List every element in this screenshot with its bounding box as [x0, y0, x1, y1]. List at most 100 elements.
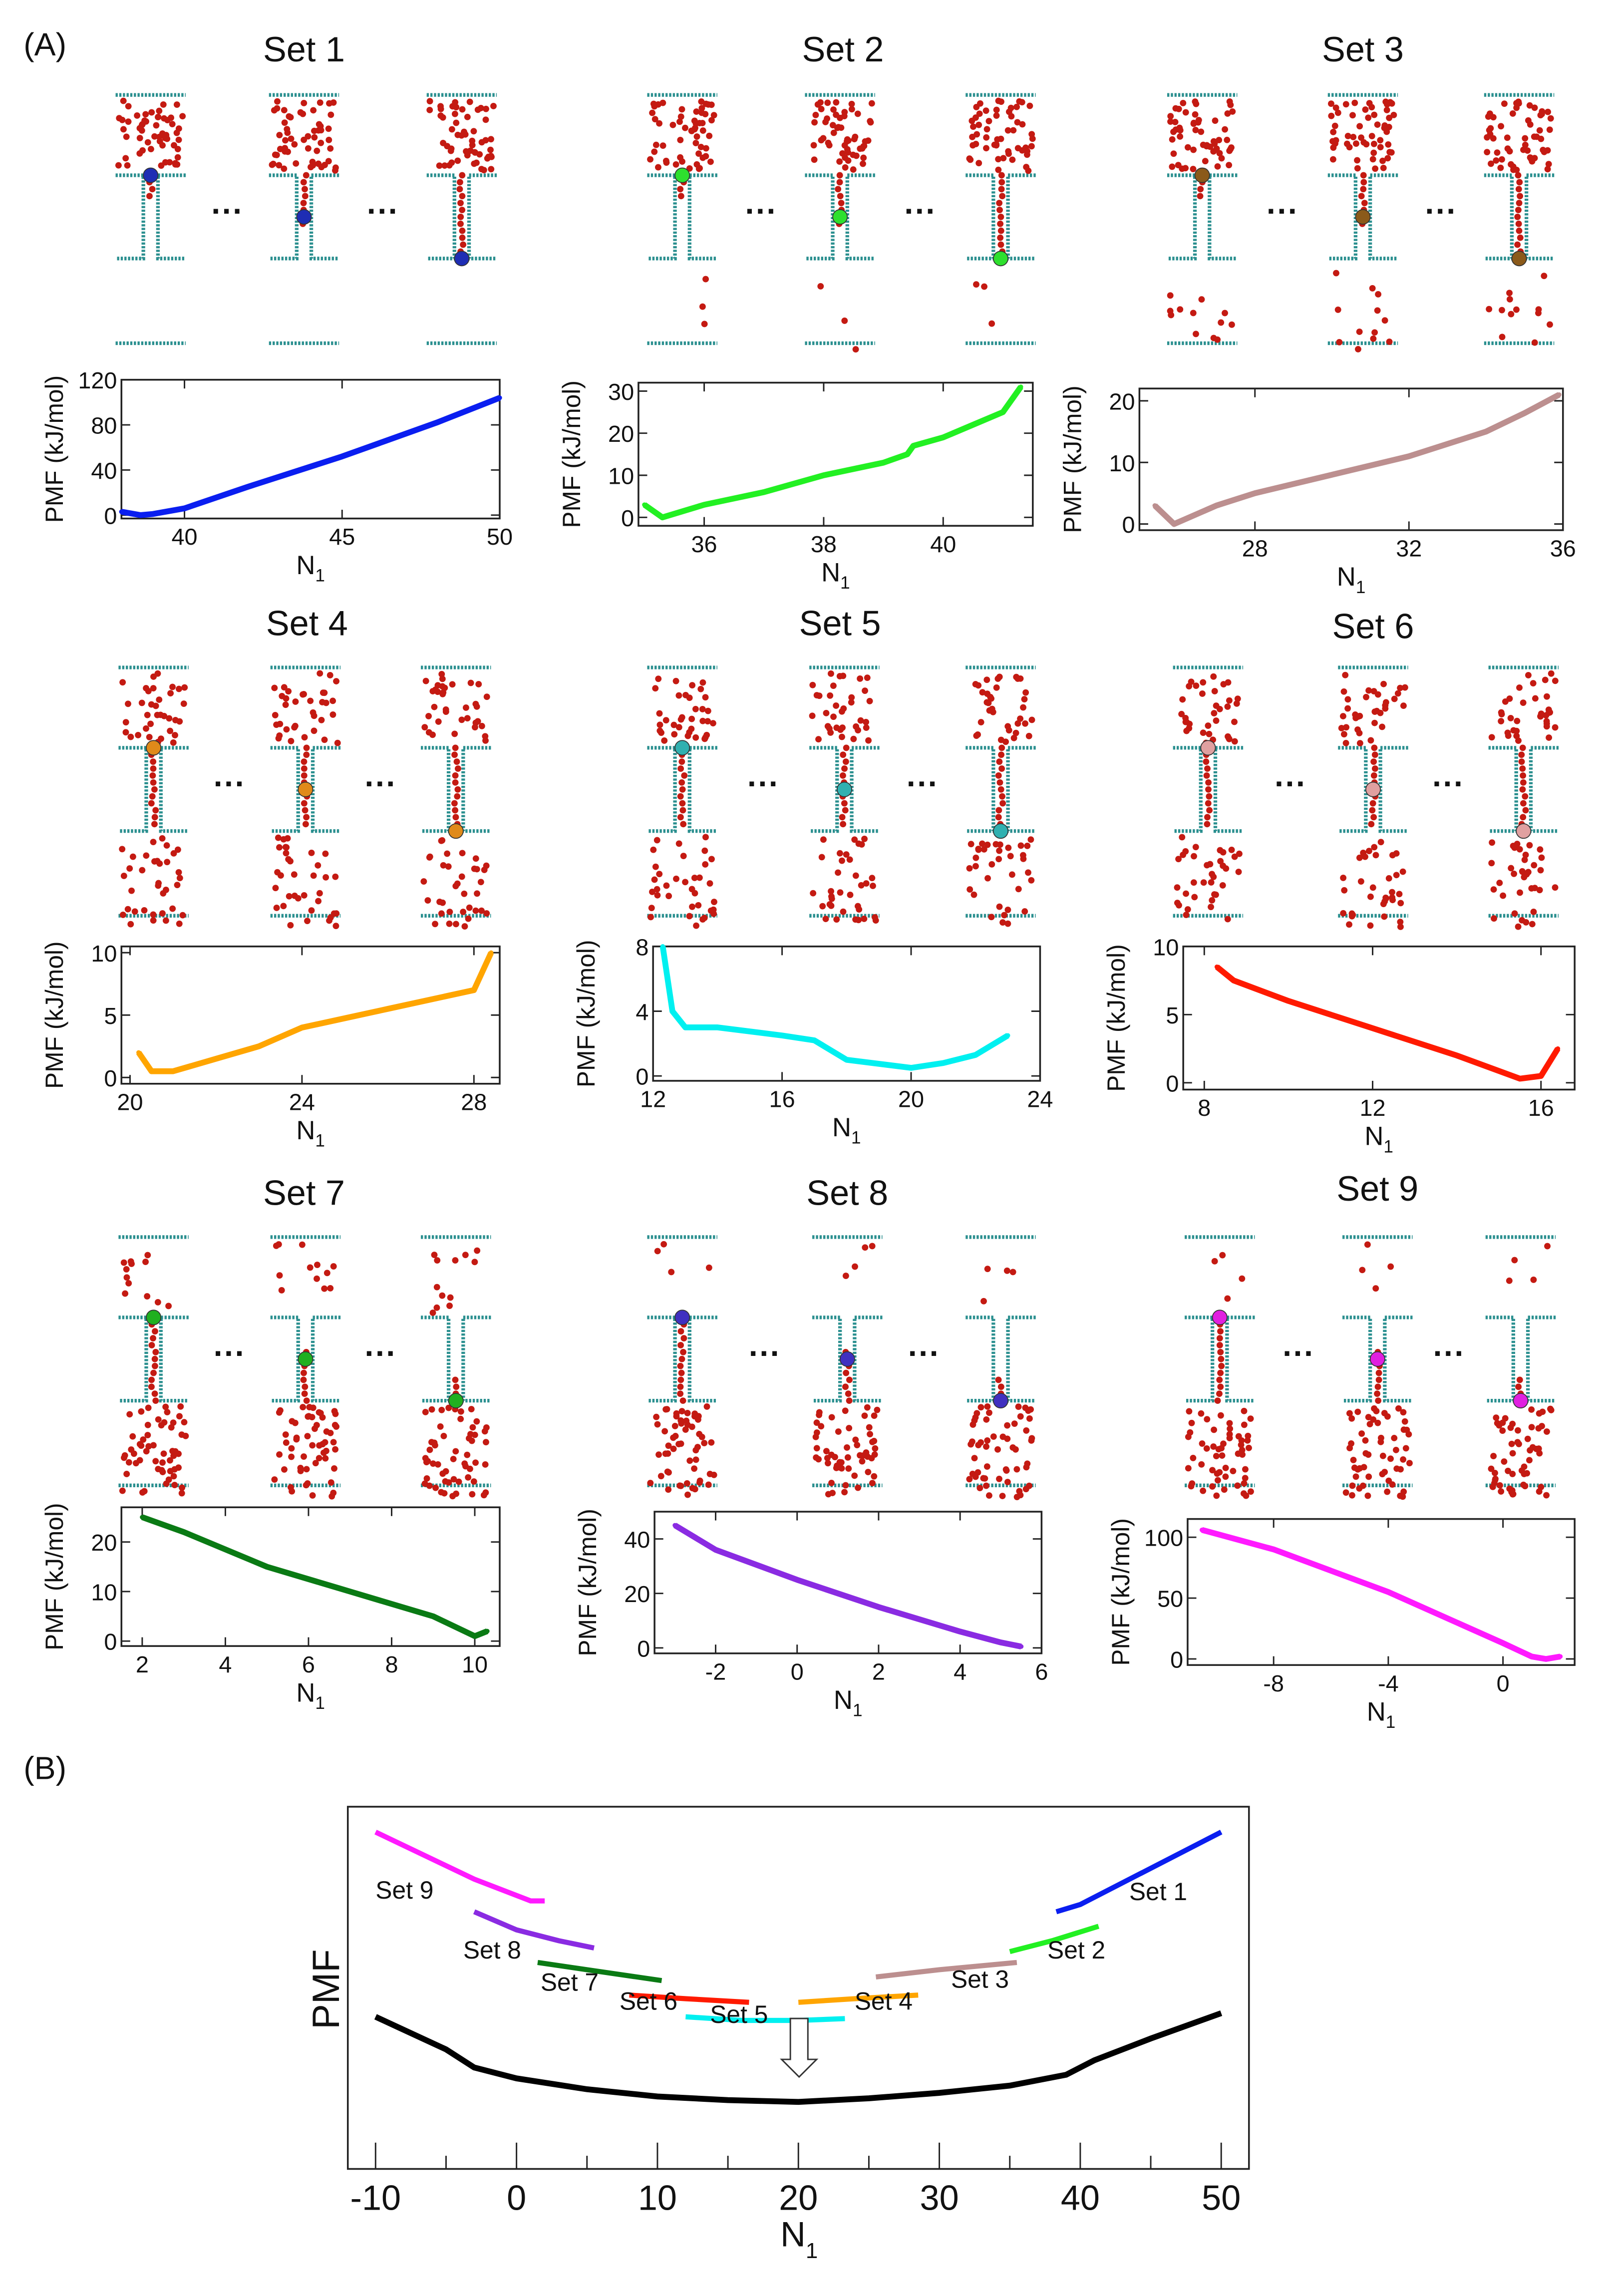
- particle: [150, 839, 157, 845]
- particle: [1204, 814, 1211, 821]
- particle: [996, 1475, 1002, 1482]
- particle: [839, 814, 846, 821]
- particle: [853, 152, 860, 159]
- particle: [1400, 1426, 1407, 1433]
- particle: [315, 160, 322, 167]
- particle: [126, 1411, 133, 1418]
- particle: [1515, 1427, 1521, 1434]
- particle: [163, 842, 170, 849]
- particle: [830, 682, 837, 689]
- particle: [272, 711, 279, 718]
- particle: [1216, 1335, 1223, 1341]
- particle: [1494, 149, 1501, 156]
- particle: [692, 1456, 699, 1463]
- particle: [158, 162, 165, 169]
- particle: [998, 179, 1005, 186]
- particle: [312, 1460, 319, 1467]
- particle: [665, 893, 672, 900]
- particle: [1552, 677, 1559, 684]
- particle: [864, 1404, 871, 1411]
- particle: [175, 1464, 182, 1471]
- particle: [1377, 144, 1384, 151]
- particle: [438, 670, 445, 677]
- particle: [819, 903, 826, 910]
- particle: [973, 281, 979, 288]
- particle: [1370, 1416, 1377, 1423]
- y-tick-label: 0: [1166, 1070, 1179, 1096]
- x-tick-label: -10: [350, 2178, 401, 2217]
- particle: [704, 718, 711, 725]
- particle: [1221, 1486, 1228, 1493]
- particle: [1401, 684, 1408, 691]
- particle: [166, 159, 173, 166]
- particle: [1022, 689, 1029, 696]
- particle: [1547, 321, 1553, 328]
- particle: [812, 1433, 819, 1440]
- particle: [141, 907, 148, 914]
- particle: [1210, 148, 1217, 155]
- particle: [1216, 1342, 1223, 1348]
- data-point: [140, 1515, 145, 1520]
- particle: [333, 910, 340, 917]
- x-axis-label: N1: [1367, 1697, 1396, 1732]
- particle: [701, 915, 708, 922]
- particle: [695, 150, 702, 157]
- particle: [1515, 220, 1522, 227]
- particle: [670, 721, 677, 728]
- particle: [1354, 713, 1361, 720]
- particle: [302, 1383, 309, 1390]
- particle: [1389, 894, 1396, 901]
- particle: [1530, 680, 1537, 686]
- particle: [1520, 800, 1527, 807]
- particle: [1384, 101, 1390, 108]
- particle: [682, 124, 688, 131]
- tagged-particle: [1355, 209, 1371, 225]
- particle: [439, 837, 446, 844]
- pmf-line: [136, 951, 494, 1074]
- particle: [297, 109, 304, 116]
- data-point: [670, 1008, 675, 1014]
- particle: [813, 1445, 820, 1452]
- y-tick-label: 0: [104, 503, 117, 529]
- particle: [1009, 1444, 1016, 1451]
- particle: [699, 717, 706, 724]
- particle: [1190, 310, 1197, 317]
- particle: [1397, 1492, 1404, 1499]
- particle: [1206, 793, 1213, 800]
- particle: [332, 873, 339, 880]
- particle: [1190, 879, 1197, 886]
- particle: [1026, 1415, 1033, 1422]
- particle: [1334, 307, 1341, 313]
- particle: [487, 146, 494, 153]
- particle: [1029, 135, 1036, 142]
- particle: [471, 160, 478, 167]
- particle: [143, 725, 149, 732]
- particle: [1217, 1383, 1224, 1390]
- particle: [677, 1328, 684, 1335]
- data-point: [1517, 1076, 1523, 1081]
- particle: [441, 162, 448, 169]
- particle: [317, 670, 323, 677]
- particle: [1226, 1431, 1233, 1438]
- x-tick-label: 12: [640, 1086, 666, 1112]
- particle: [1515, 923, 1522, 930]
- particle: [1213, 1453, 1220, 1460]
- particle: [328, 1493, 335, 1500]
- particle: [281, 165, 288, 172]
- particle: [1400, 1409, 1407, 1416]
- channel-wall: [805, 173, 835, 261]
- particle: [445, 1404, 452, 1411]
- particle: [980, 1298, 987, 1305]
- x-tick-label: -8: [1263, 1670, 1284, 1696]
- particle: [1381, 122, 1388, 129]
- channel-wall: [812, 1315, 842, 1403]
- particle: [984, 841, 991, 848]
- particle: [327, 111, 334, 118]
- particle: [458, 873, 465, 880]
- particle: [830, 106, 837, 113]
- particle: [1365, 687, 1372, 694]
- particle: [282, 844, 289, 851]
- particle: [1518, 758, 1525, 765]
